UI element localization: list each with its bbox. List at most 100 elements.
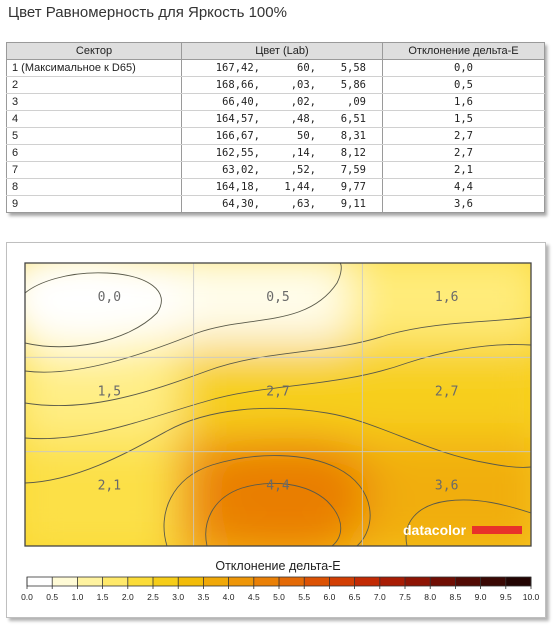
delta-e-cell: 2,7	[382, 127, 545, 145]
legend-color-swatch	[253, 577, 280, 586]
lab-a-value: ,03,	[290, 79, 316, 91]
lab-cell: 66,40, ,02, ,09	[181, 93, 383, 111]
legend-tick-label: 1.0	[71, 592, 83, 602]
sector-cell: 3	[6, 93, 182, 111]
legend-title: Отклонение дельта-E	[215, 559, 340, 573]
heatmap-low-region	[25, 263, 180, 352]
uniformity-chart-panel: 0,0 0,5 1,6 1,5 2,7 2,7 2,1 4,4 3,6 datacolor От…	[6, 242, 546, 618]
contour-line	[205, 482, 342, 546]
legend-tick-label: 6.0	[323, 592, 335, 602]
legend-tick-label: 10.0	[523, 592, 540, 602]
legend-tick-label: 3.5	[197, 592, 209, 602]
sector-cell: 9	[6, 195, 182, 213]
table-row: 4 164,57, ,48, 6,51 1,5	[6, 110, 545, 128]
legend-tick-label: 4.0	[223, 592, 235, 602]
lab-L-value: 164,18,	[215, 181, 260, 193]
sector-cell: 6	[6, 144, 182, 162]
lab-cell: 164,18, 1,44, 9,77	[181, 178, 383, 196]
legend-color-swatch	[354, 577, 381, 586]
page-title: Цвет Равномерность для Яркость 100%	[8, 4, 287, 21]
contour-line	[25, 272, 162, 348]
legend-color-swatch	[228, 577, 255, 586]
contour-line	[405, 499, 531, 546]
heatmap-cell	[25, 437, 208, 546]
lab-a-value: ,63,	[290, 198, 316, 210]
contour-line	[25, 407, 531, 484]
sector-cell: 8	[6, 178, 182, 196]
legend-color-swatch	[455, 577, 482, 586]
delta-e-cell: 0,0	[382, 59, 545, 77]
table-row: 5 166,67, 50, 8,31 2,7	[6, 127, 545, 145]
table-row: 7 63,02, ,52, 7,59 2,1	[6, 161, 545, 179]
lab-b-value: 6,51	[340, 113, 366, 125]
legend-tick-label: 4.5	[248, 592, 260, 602]
lab-a-value: 50,	[297, 130, 316, 142]
lab-a-value: 1,44,	[284, 181, 316, 193]
sector-cell: 5	[6, 127, 182, 145]
legend-tick-label: 7.0	[374, 592, 386, 602]
legend-tick-label: 8.5	[449, 592, 461, 602]
table-row: 2 168,66, ,03, 5,86 0,5	[6, 76, 545, 94]
lab-b-value: 5,58	[340, 62, 366, 74]
legend-color-swatch	[430, 577, 456, 586]
heatmap-cell	[348, 437, 531, 546]
delta-e-cell: 2,7	[382, 144, 545, 162]
legend-tick-label: 5.0	[273, 592, 285, 602]
contour-line	[25, 316, 531, 407]
cell-value-label: 2,7	[266, 384, 289, 399]
legend-color-swatch	[279, 577, 305, 586]
uniformity-table: Сектор Цвет (Lab) Отклонение дельта-E 1 …	[6, 42, 545, 213]
legend-tick-label: 5.5	[298, 592, 310, 602]
delta-e-cell: 4,4	[382, 178, 545, 196]
lab-L-value: 167,42,	[215, 62, 260, 74]
table-row: 6 162,55, ,14, 8,12 2,7	[6, 144, 545, 162]
lab-L-value: 166,67,	[215, 130, 260, 142]
plot-border	[24, 262, 532, 547]
delta-e-cell: 2,1	[382, 161, 545, 179]
legend-color-swatch	[52, 577, 78, 586]
lab-cell: 166,67, 50, 8,31	[181, 127, 383, 145]
legend-color-swatch	[480, 577, 507, 586]
lab-b-value: 8,31	[340, 130, 366, 142]
legend-tick-label: 0.5	[46, 592, 58, 602]
legend-tick-label: 0.0	[21, 592, 33, 602]
lab-cell: 167,42, 60, 5,58	[181, 59, 383, 77]
cell-value-label: 1,5	[98, 384, 121, 399]
contour-line	[25, 263, 342, 373]
legend-tick-label: 6.5	[349, 592, 361, 602]
legend-tick-label: 8.0	[424, 592, 436, 602]
contour-line	[163, 455, 371, 546]
legend-tick-label: 2.0	[122, 592, 134, 602]
sector-cell: 7	[6, 161, 182, 179]
delta-e-cell: 1,6	[382, 93, 545, 111]
legend-color-swatch	[77, 577, 104, 586]
cell-value-label: 0,0	[98, 290, 121, 305]
legend-color-swatch	[379, 577, 406, 586]
legend-tick-label: 3.0	[172, 592, 184, 602]
lab-cell: 63,02, ,52, 7,59	[181, 161, 383, 179]
uniformity-table-container: Сектор Цвет (Lab) Отклонение дельта-E 1 …	[6, 42, 545, 213]
legend-tick-label: 9.0	[475, 592, 487, 602]
lab-b-value: 9,11	[340, 198, 366, 210]
legend-color-swatch	[304, 577, 330, 586]
legend-color-swatch	[102, 577, 129, 586]
legend-color-swatch	[27, 577, 53, 586]
legend-color-swatch	[127, 577, 154, 586]
cell-value-label: 2,7	[435, 384, 458, 399]
sector-cell: 2	[6, 76, 182, 94]
delta-e-cell: 1,5	[382, 110, 545, 128]
lab-L-value: 64,30,	[222, 198, 260, 210]
table-row: 8 164,18, 1,44, 9,77 4,4	[6, 178, 545, 196]
table-header-row: Сектор Цвет (Lab) Отклонение дельта-E	[6, 42, 545, 60]
legend-color-swatch	[329, 577, 356, 586]
delta-e-cell: 0,5	[382, 76, 545, 94]
cell-value-label: 4,4	[266, 479, 290, 494]
legend-tick-label: 9.5	[500, 592, 512, 602]
lab-cell: 168,66, ,03, 5,86	[181, 76, 383, 94]
column-header-sector: Сектор	[6, 42, 182, 60]
cell-value-label: 2,1	[98, 479, 121, 494]
lab-a-value: ,48,	[290, 113, 316, 125]
lab-b-value: 5,86	[340, 79, 366, 91]
lab-L-value: 63,02,	[222, 164, 260, 176]
legend-color-swatch	[153, 577, 179, 586]
